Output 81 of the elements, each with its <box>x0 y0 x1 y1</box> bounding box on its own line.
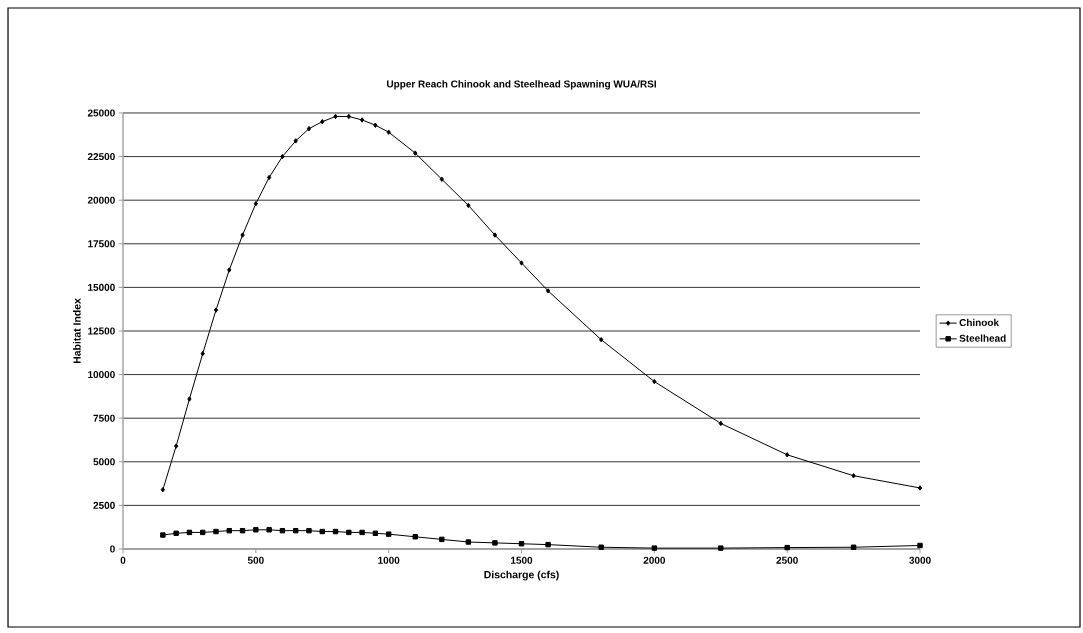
point <box>173 530 179 536</box>
point <box>293 527 299 534</box>
point <box>280 153 285 160</box>
y-tick-label: 17500 <box>88 240 115 248</box>
x-tick-label: 2500 <box>776 556 798 564</box>
point <box>385 531 392 537</box>
point <box>718 420 723 427</box>
y-tick-label: 15000 <box>88 283 115 291</box>
point <box>160 532 166 538</box>
y-tick-label: 0 <box>110 545 115 553</box>
x-tick-label: 500 <box>247 556 264 564</box>
point <box>227 267 232 273</box>
point <box>320 119 325 125</box>
point <box>651 545 658 551</box>
point <box>413 150 418 156</box>
point <box>306 125 312 132</box>
point <box>160 486 166 493</box>
point <box>412 534 418 540</box>
point <box>518 541 525 547</box>
point <box>492 232 498 238</box>
point <box>240 232 245 238</box>
point <box>545 541 551 548</box>
x-tick-label: 3000 <box>909 556 931 564</box>
x-tick-label: 1500 <box>511 556 533 564</box>
point <box>785 452 790 458</box>
x-tick-label: 2000 <box>643 556 666 564</box>
y-tick-label: 25000 <box>87 109 115 117</box>
point <box>266 174 272 181</box>
y-tick-label: 10000 <box>88 371 115 379</box>
point <box>545 288 551 294</box>
legend-label: Steelhead <box>959 334 1006 342</box>
point <box>200 529 206 536</box>
x-tick-label: 0 <box>120 556 126 564</box>
point <box>213 528 219 535</box>
y-tick-label: 5000 <box>93 458 115 466</box>
y-tick-label: 22500 <box>87 153 115 161</box>
point <box>373 122 378 128</box>
point <box>319 528 325 535</box>
point <box>439 536 445 543</box>
point <box>187 396 192 402</box>
y-tick-label: 7500 <box>93 414 115 422</box>
point <box>917 485 923 491</box>
point <box>372 530 379 536</box>
point <box>213 307 219 313</box>
point <box>253 200 258 207</box>
point <box>439 176 444 182</box>
point <box>519 260 524 266</box>
point <box>306 527 312 534</box>
point <box>598 544 604 550</box>
x-tick-label: 1000 <box>378 556 400 564</box>
point <box>652 378 657 385</box>
point <box>386 129 391 135</box>
point <box>784 544 790 551</box>
point <box>226 527 232 534</box>
chart-title: Upper Reach Chinook and Steelhead Spawning WUA/RSI <box>387 80 656 90</box>
legend-label: Chinook <box>959 318 999 327</box>
point <box>279 527 286 534</box>
y-tick-label: 2500 <box>93 501 115 509</box>
point <box>293 138 298 144</box>
point <box>239 527 246 534</box>
point <box>266 527 272 533</box>
point <box>359 529 365 536</box>
y-axis-title: Habitat Index <box>73 298 81 364</box>
point <box>718 545 724 551</box>
y-tick-label: 12500 <box>88 327 115 335</box>
point <box>173 443 179 449</box>
y-tick-label: 20000 <box>87 196 115 204</box>
point <box>492 540 498 546</box>
point <box>850 544 857 550</box>
x-axis-title: Discharge (cfs) <box>484 570 559 581</box>
point <box>599 337 604 343</box>
point <box>851 473 856 479</box>
point <box>917 542 923 549</box>
point <box>346 529 352 536</box>
point <box>465 539 472 545</box>
point <box>466 202 471 209</box>
point <box>253 527 259 533</box>
point <box>333 113 338 120</box>
point <box>346 113 351 120</box>
point <box>359 117 365 123</box>
point <box>200 350 205 357</box>
